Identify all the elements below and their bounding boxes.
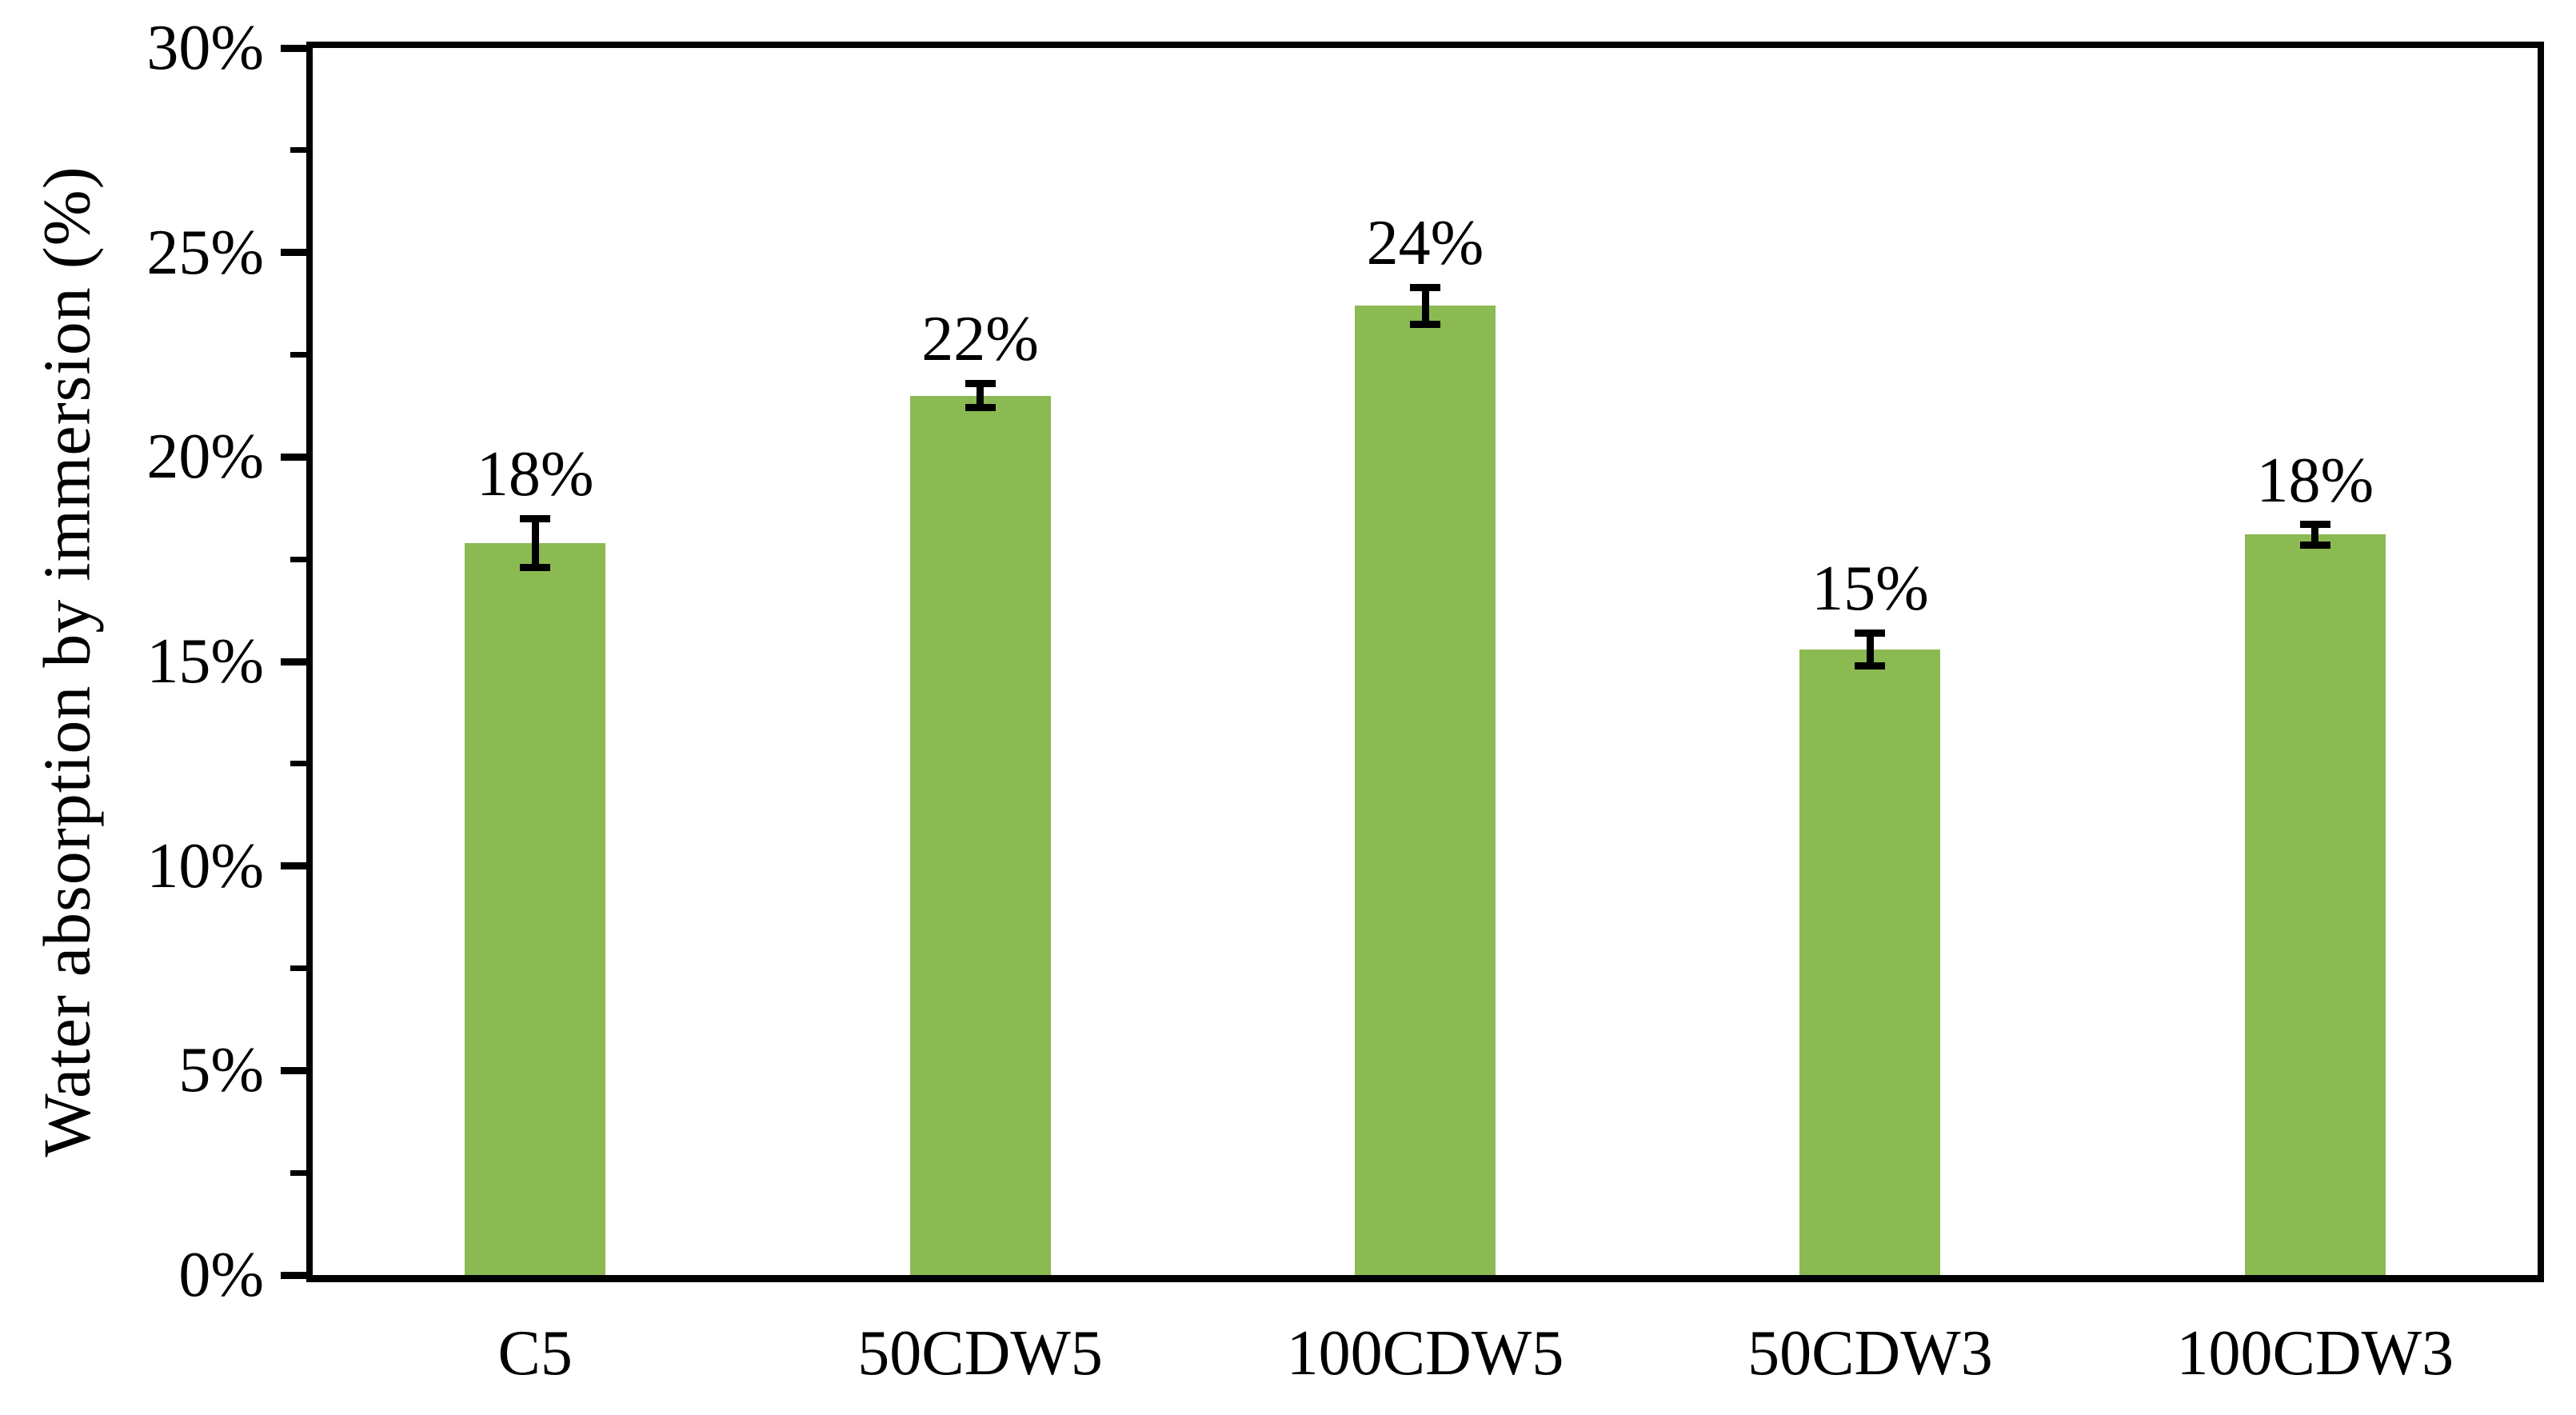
bar-value-label: 18% [476, 439, 594, 510]
bar-value-label: 15% [1811, 554, 1929, 625]
x-axis-category-label: 100CDW3 [2176, 1318, 2454, 1389]
y-axis-major-tick [281, 249, 306, 257]
plot-area [306, 42, 2544, 1282]
error-bar-line [531, 518, 539, 568]
y-axis-title: Water absorption by immersion (%) [30, 166, 105, 1157]
y-axis-major-tick [281, 1066, 306, 1074]
error-bar-bottom-cap [2299, 541, 2330, 549]
y-axis-major-tick [281, 1271, 306, 1279]
x-axis-category-label: 50CDW5 [857, 1318, 1103, 1389]
error-bar-line [2311, 524, 2319, 546]
bar-value-label: 24% [1366, 208, 1484, 279]
y-axis-minor-tick [290, 147, 306, 154]
bar [1355, 306, 1496, 1275]
error-bar-top-cap [1410, 283, 1440, 291]
error-bar-bottom-cap [1410, 320, 1440, 328]
error-bar-line [976, 383, 984, 408]
bar [1799, 649, 1941, 1275]
error-bar-line [1866, 633, 1874, 666]
error-bar-line [1421, 287, 1429, 325]
y-axis-minor-tick [290, 556, 306, 562]
error-bar-top-cap [2299, 521, 2330, 529]
y-axis-major-tick [281, 862, 306, 870]
y-axis-minor-tick [290, 352, 306, 358]
y-axis-tick-label: 15% [146, 626, 264, 697]
y-axis-tick-label: 0% [178, 1240, 264, 1310]
bar [909, 395, 1051, 1275]
y-axis-tick-label: 30% [146, 13, 264, 83]
error-bar-bottom-cap [520, 563, 551, 571]
y-axis-minor-tick [290, 1169, 306, 1176]
bar [465, 542, 606, 1275]
error-bar-top-cap [520, 514, 551, 522]
y-axis-tick-label: 5% [178, 1035, 264, 1106]
y-axis-minor-tick [290, 761, 306, 767]
error-bar-top-cap [965, 379, 996, 387]
y-axis-tick-label: 20% [146, 422, 264, 493]
y-axis-major-tick [281, 658, 306, 666]
x-axis-category-label: C5 [497, 1318, 573, 1389]
y-axis-major-tick [281, 44, 306, 52]
y-axis-minor-tick [290, 965, 306, 971]
y-axis-tick-label: 10% [146, 830, 264, 901]
error-bar-bottom-cap [1855, 662, 1886, 670]
error-bar-bottom-cap [965, 404, 996, 412]
y-axis-tick-label: 25% [146, 217, 264, 288]
bar [2244, 534, 2386, 1275]
error-bar-top-cap [1855, 629, 1886, 637]
x-axis-category-label: 100CDW5 [1286, 1318, 1564, 1389]
bar-value-label: 18% [2256, 445, 2374, 516]
x-axis-category-label: 50CDW3 [1747, 1318, 1993, 1389]
y-axis-major-tick [281, 453, 306, 461]
bar-value-label: 22% [921, 304, 1039, 375]
